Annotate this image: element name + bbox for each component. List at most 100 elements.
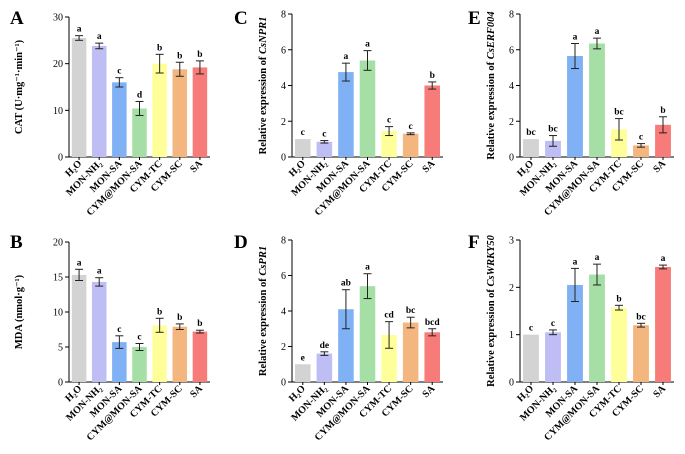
significance-letter: a bbox=[573, 32, 578, 42]
y-tick-label: 2 bbox=[281, 117, 286, 128]
y-tick-label: 8 bbox=[281, 236, 286, 247]
y-tick-label: 2 bbox=[509, 117, 514, 128]
panel-letter: E bbox=[468, 8, 481, 29]
significance-letter: e bbox=[301, 353, 305, 363]
y-axis-label: Relative expression of CsNPR1 bbox=[258, 17, 269, 155]
bar-2 bbox=[316, 141, 333, 157]
bar-2 bbox=[545, 332, 561, 382]
bar-7 bbox=[424, 85, 440, 157]
bar-4 bbox=[589, 274, 605, 382]
bar-3 bbox=[112, 82, 127, 157]
significance-letter: a bbox=[77, 258, 82, 268]
y-tick-label: 6 bbox=[509, 45, 514, 56]
significance-letter: c bbox=[117, 325, 121, 335]
significance-letter: c bbox=[387, 116, 391, 126]
bar-1 bbox=[71, 274, 87, 382]
significance-letter: c bbox=[137, 333, 141, 343]
bar-3 bbox=[338, 309, 354, 382]
significance-letter: c bbox=[409, 122, 413, 132]
significance-letter: a bbox=[365, 263, 370, 273]
significance-letter: b bbox=[177, 313, 182, 323]
significance-letter: d bbox=[137, 90, 143, 100]
panel-letter: A bbox=[10, 8, 24, 29]
y-axis-label: CAT (U·mg⁻¹·min⁻¹) bbox=[14, 39, 25, 134]
bar-6 bbox=[172, 326, 188, 382]
bar-5 bbox=[611, 307, 627, 382]
significance-letter: c bbox=[551, 319, 555, 329]
y-tick-label: 0 bbox=[58, 378, 63, 389]
y-tick-label: 4 bbox=[509, 81, 514, 92]
panel-letter: B bbox=[10, 232, 23, 253]
bar-3 bbox=[338, 72, 354, 157]
bar-7 bbox=[192, 331, 208, 382]
bar-2 bbox=[316, 353, 333, 382]
y-tick-label: 8 bbox=[281, 10, 286, 21]
significance-letter: a bbox=[595, 253, 600, 263]
bar-2 bbox=[91, 45, 107, 157]
bar-5 bbox=[381, 131, 397, 157]
y-tick-label: 0 bbox=[281, 378, 286, 389]
bar-3 bbox=[567, 56, 583, 157]
y-tick-label: 8 bbox=[509, 10, 514, 21]
significance-letter: b bbox=[616, 294, 621, 304]
bar-1 bbox=[71, 38, 87, 157]
bar-4 bbox=[132, 347, 147, 382]
significance-letter: cd bbox=[384, 311, 394, 321]
y-tick-label: 20 bbox=[53, 59, 63, 70]
significance-letter: c bbox=[639, 133, 643, 143]
x-tick-label: SA bbox=[421, 383, 438, 400]
significance-letter: bc bbox=[548, 125, 558, 135]
significance-letter: a bbox=[97, 32, 102, 42]
bar-5 bbox=[611, 129, 627, 157]
y-tick-label: 0 bbox=[58, 153, 63, 164]
x-tick-label: SA bbox=[651, 383, 668, 400]
x-tick-label: SA bbox=[651, 158, 668, 175]
panel-letter: D bbox=[234, 232, 248, 253]
y-tick-label: 0 bbox=[281, 153, 286, 164]
significance-letter: b bbox=[660, 106, 665, 116]
bar-6 bbox=[172, 69, 188, 157]
significance-letter: a bbox=[344, 52, 349, 62]
y-tick-label: 1 bbox=[509, 330, 514, 341]
y-tick-label: 20 bbox=[53, 238, 63, 249]
bar-4 bbox=[359, 286, 376, 382]
significance-letter: b bbox=[197, 50, 202, 60]
bar-4 bbox=[589, 43, 605, 157]
bar-1 bbox=[295, 139, 311, 157]
significance-letter: a bbox=[365, 40, 370, 50]
significance-letter: b bbox=[197, 319, 202, 329]
significance-letter: c bbox=[117, 67, 121, 77]
bar-7 bbox=[655, 266, 671, 382]
y-tick-label: 4 bbox=[281, 307, 286, 318]
panel-letter: C bbox=[234, 8, 248, 29]
significance-letter: a bbox=[97, 267, 102, 277]
y-axis-label: MDA (nmol·g⁻¹) bbox=[14, 274, 25, 349]
bar-6 bbox=[402, 133, 419, 157]
bar-7 bbox=[424, 332, 440, 382]
y-tick-label: 5 bbox=[58, 343, 63, 354]
significance-letter: de bbox=[320, 341, 330, 351]
bar-5 bbox=[152, 63, 167, 157]
significance-letter: ab bbox=[341, 279, 351, 289]
significance-letter: a bbox=[595, 27, 600, 37]
bar-4 bbox=[359, 60, 376, 157]
y-tick-label: 3 bbox=[509, 236, 514, 247]
bar-3 bbox=[567, 284, 583, 382]
significance-letter: bc bbox=[406, 306, 416, 316]
x-tick-label: SA bbox=[188, 383, 205, 400]
y-tick-label: 6 bbox=[281, 271, 286, 282]
significance-letter: c bbox=[301, 128, 305, 138]
bar-3 bbox=[112, 342, 127, 382]
significance-letter: a bbox=[77, 25, 82, 35]
y-tick-label: 4 bbox=[281, 81, 286, 92]
bar-6 bbox=[402, 322, 419, 382]
bar-2 bbox=[545, 140, 561, 157]
bar-6 bbox=[633, 145, 649, 157]
panel-letter: F bbox=[468, 232, 480, 253]
